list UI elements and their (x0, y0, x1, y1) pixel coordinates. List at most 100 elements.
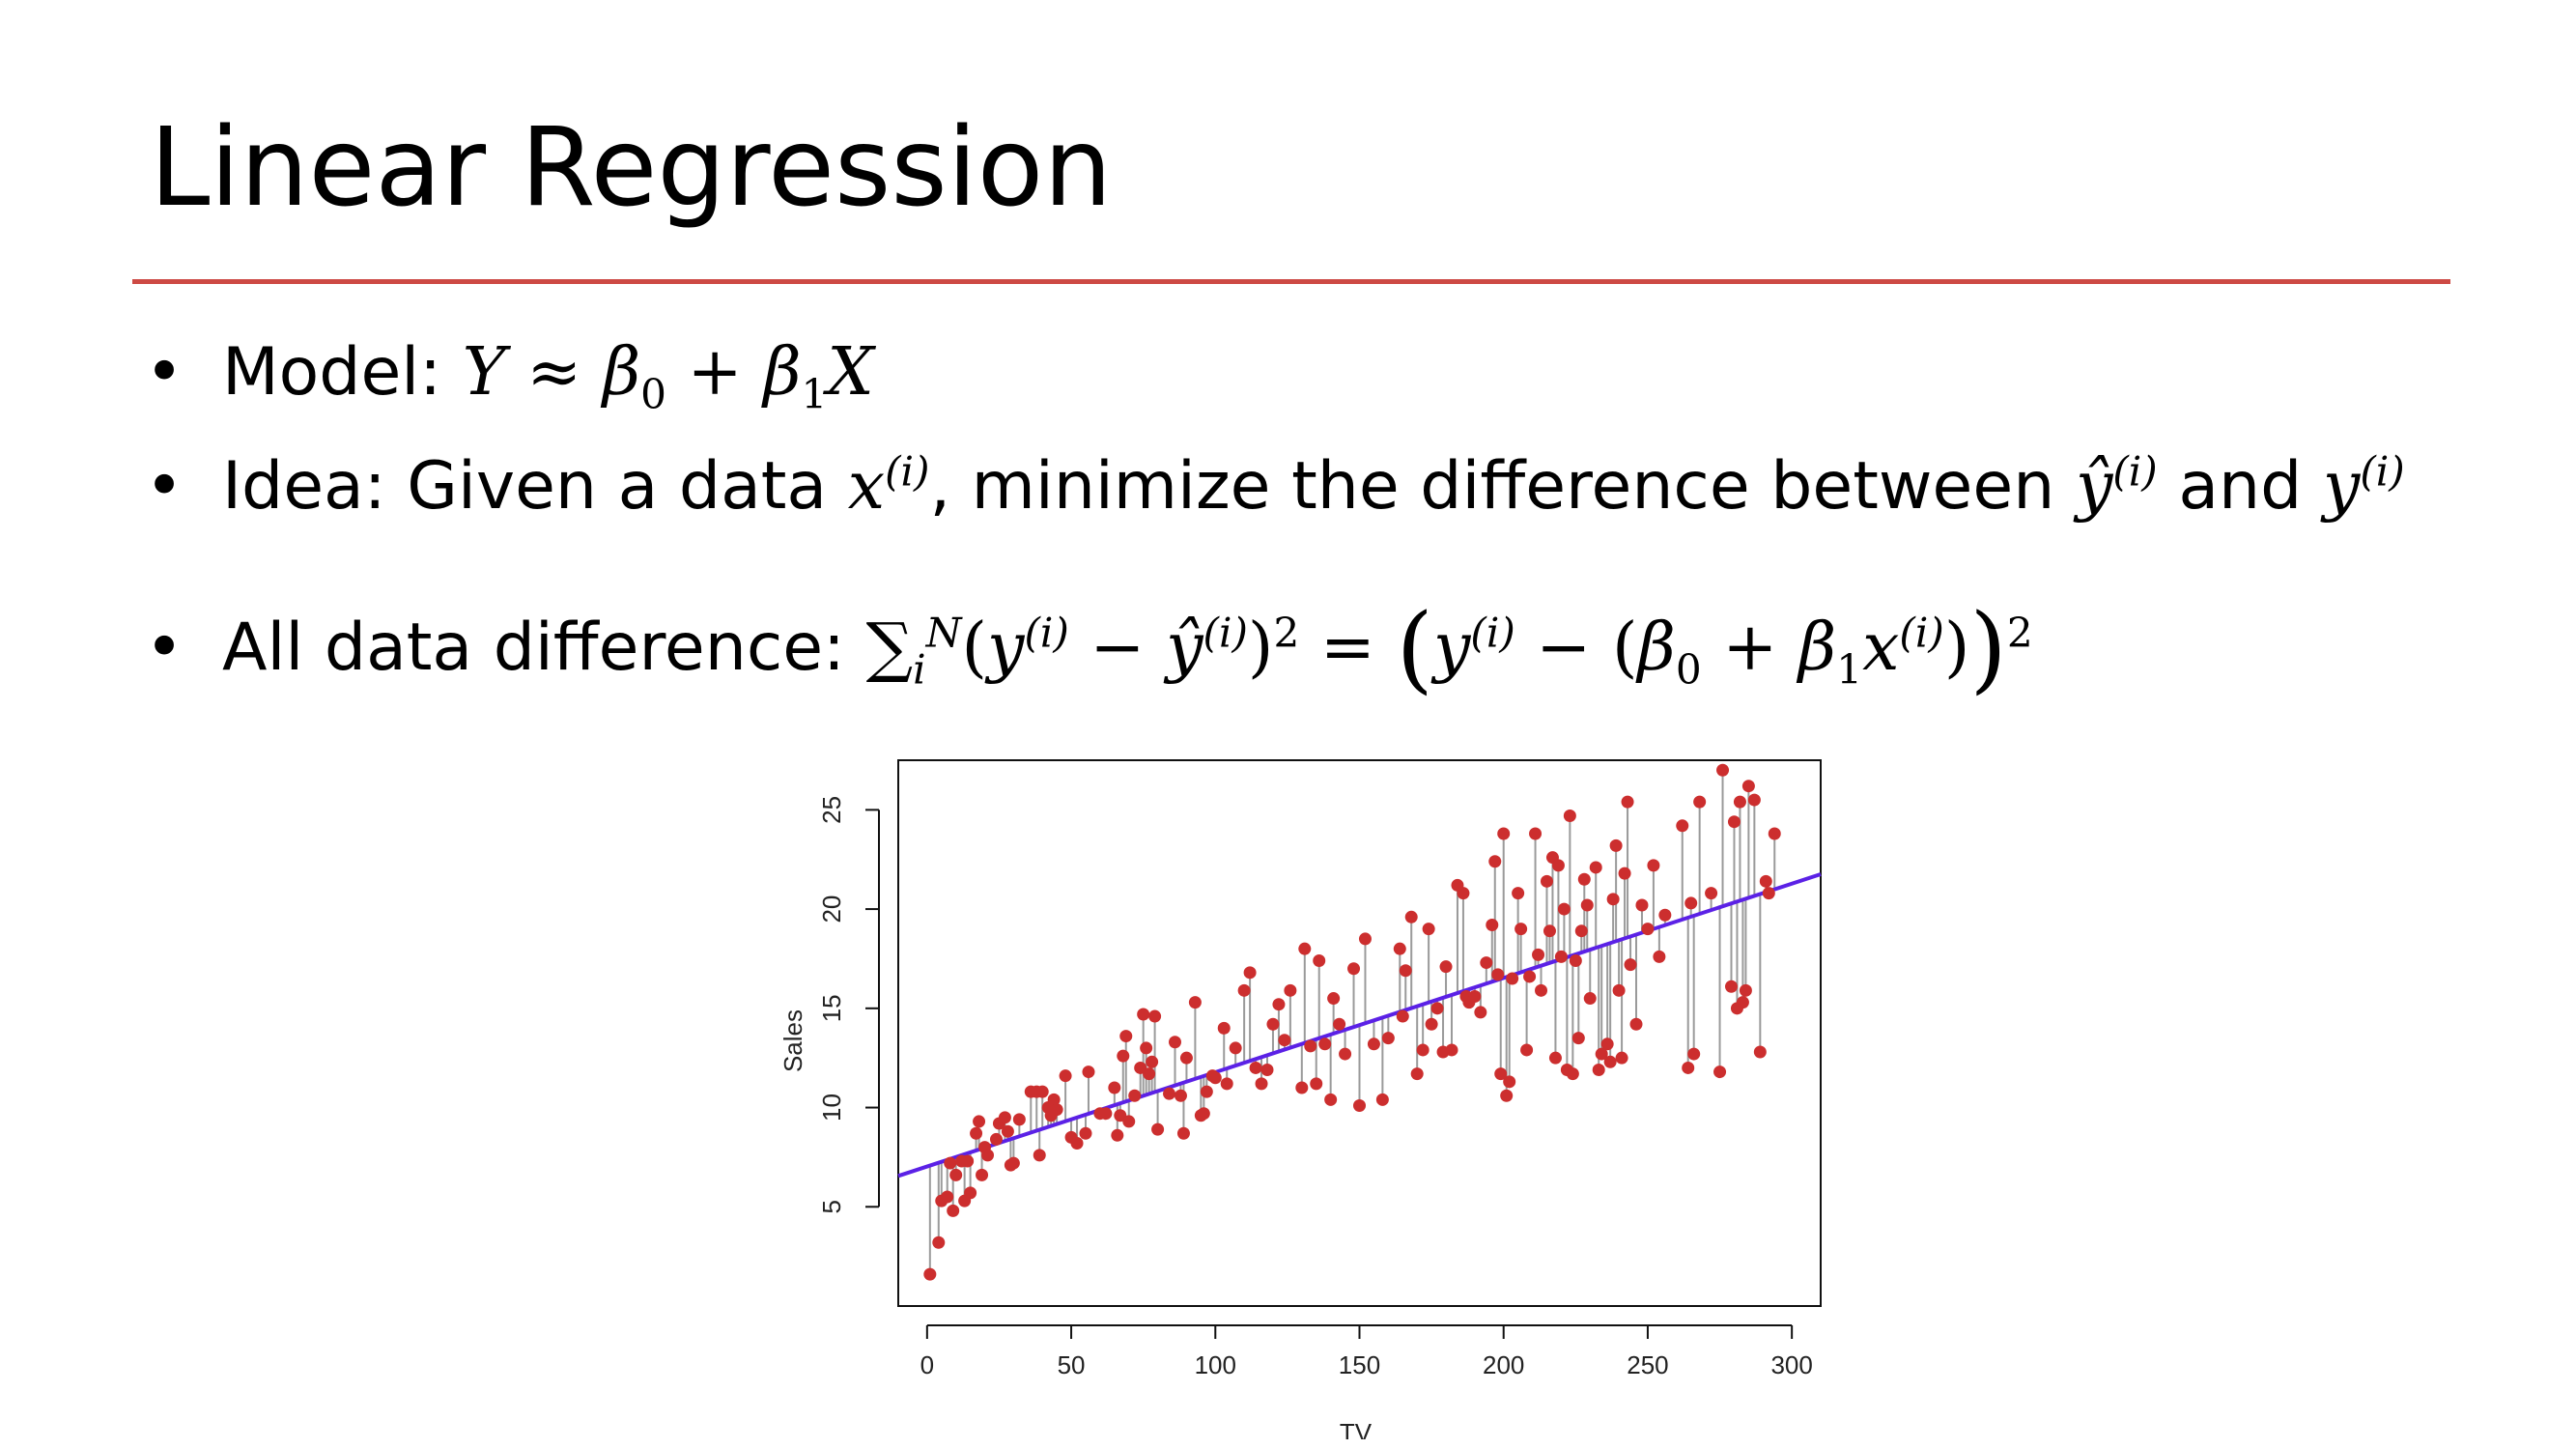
data-point (989, 1132, 1003, 1146)
data-point (1304, 1039, 1317, 1053)
slide-title: Linear Regression (150, 105, 1113, 231)
data-point (1381, 1032, 1395, 1045)
data-point (1503, 1075, 1516, 1089)
data-point (1571, 1032, 1585, 1045)
data-point (1082, 1065, 1095, 1079)
bullet-all-data: • All data difference: ∑iN(y(i) − ŷ(i))2 … (145, 601, 2033, 696)
data-point (1445, 1043, 1458, 1057)
data-point (1278, 1034, 1291, 1047)
data-point (1050, 1103, 1063, 1117)
data-point (1358, 932, 1372, 946)
data-point (1119, 1030, 1133, 1043)
data-point (1474, 1006, 1487, 1019)
bullet-dot: • (145, 334, 184, 411)
bullet-model-label: Model: (222, 334, 463, 411)
data-point (1347, 962, 1361, 976)
data-point (1146, 1055, 1159, 1068)
data-point (1762, 887, 1775, 900)
data-point (1486, 919, 1499, 932)
data-point (981, 1149, 995, 1162)
scatter-chart-svg: 0 50 100 150 200 250 300 5 10 15 20 25 TV Sales (778, 759, 1822, 1439)
data-point (1747, 793, 1761, 807)
x-tick-label: 0 (920, 1350, 934, 1379)
data-point (1422, 923, 1435, 936)
data-point (1491, 968, 1505, 981)
data-point (1612, 983, 1626, 997)
regression-fit-line (897, 872, 1822, 1179)
bullet-all-data-label: All data difference: (222, 610, 866, 686)
data-point (1551, 859, 1565, 872)
scatter-chart: 0 50 100 150 200 250 300 5 10 15 20 25 TV Sales (753, 744, 1835, 1439)
data-point (1658, 908, 1672, 922)
data-point (1353, 1098, 1366, 1112)
data-point (1111, 1128, 1124, 1142)
bullet-dot: • (145, 448, 184, 525)
data-point (1059, 1069, 1072, 1083)
data-point (1727, 815, 1741, 829)
data-point (1220, 1077, 1233, 1091)
data-point (1033, 1149, 1046, 1162)
y-tick-label: 5 (817, 1200, 846, 1213)
data-point (1229, 1041, 1242, 1055)
y-axis: 5 10 15 20 25 (817, 796, 880, 1214)
yhat-i-symbol: ŷ(i) (2075, 447, 2158, 525)
data-point (932, 1236, 946, 1249)
data-point (1716, 763, 1730, 777)
data-point (1197, 1107, 1210, 1121)
data-point (1557, 902, 1571, 916)
y-tick-label: 15 (817, 994, 846, 1022)
data-point (941, 1190, 954, 1204)
data-point (1324, 1093, 1338, 1106)
data-point (1641, 923, 1655, 936)
data-point (1169, 1036, 1181, 1049)
data-point (1540, 874, 1553, 888)
data-point (1430, 1002, 1444, 1015)
data-point (964, 1186, 977, 1200)
data-point (944, 1156, 957, 1170)
data-point (976, 1168, 989, 1181)
data-point (1339, 1047, 1352, 1061)
data-point (1629, 1017, 1643, 1031)
data-point (1174, 1089, 1187, 1102)
data-point (923, 1267, 937, 1281)
data-point (1592, 1064, 1605, 1077)
y-i-symbol: y(i) (2322, 447, 2405, 525)
data-point (1333, 1017, 1346, 1031)
data-point (973, 1115, 986, 1128)
data-point (1137, 1008, 1150, 1021)
data-point (1488, 855, 1502, 868)
data-point (998, 1111, 1011, 1124)
x-i-symbol: x(i) (847, 447, 930, 525)
data-point (1480, 956, 1493, 970)
data-point (1532, 948, 1545, 961)
data-point (1653, 950, 1666, 963)
data-point (1569, 954, 1582, 968)
y-tick-label: 25 (817, 796, 846, 824)
data-point (1217, 1021, 1231, 1035)
data-point (1635, 898, 1649, 912)
data-point (1260, 1064, 1274, 1077)
data-point (1577, 872, 1591, 886)
x-axis-label: TV (1340, 1418, 1373, 1439)
data-point (1140, 1041, 1153, 1055)
data-point (1609, 838, 1623, 852)
data-point (1035, 1085, 1049, 1098)
y-axis-label: Sales (778, 1009, 807, 1072)
data-point (1768, 827, 1781, 840)
data-point (1284, 983, 1297, 997)
data-point (1399, 964, 1412, 978)
bullet-idea-text-a: Idea: Given a data (222, 448, 848, 525)
data-point (1741, 780, 1755, 793)
data-point (1494, 1067, 1508, 1081)
data-point (1624, 958, 1637, 972)
data-point (1367, 1037, 1380, 1051)
data-point (1410, 1067, 1424, 1081)
data-point (1249, 1061, 1262, 1074)
bullet-idea-text-c: and (2157, 448, 2323, 525)
data-point (1647, 859, 1660, 872)
data-point (1687, 1047, 1701, 1061)
title-underline (132, 279, 2450, 284)
data-point (1200, 1085, 1213, 1098)
data-point (1535, 983, 1548, 997)
data-point (1589, 861, 1602, 874)
